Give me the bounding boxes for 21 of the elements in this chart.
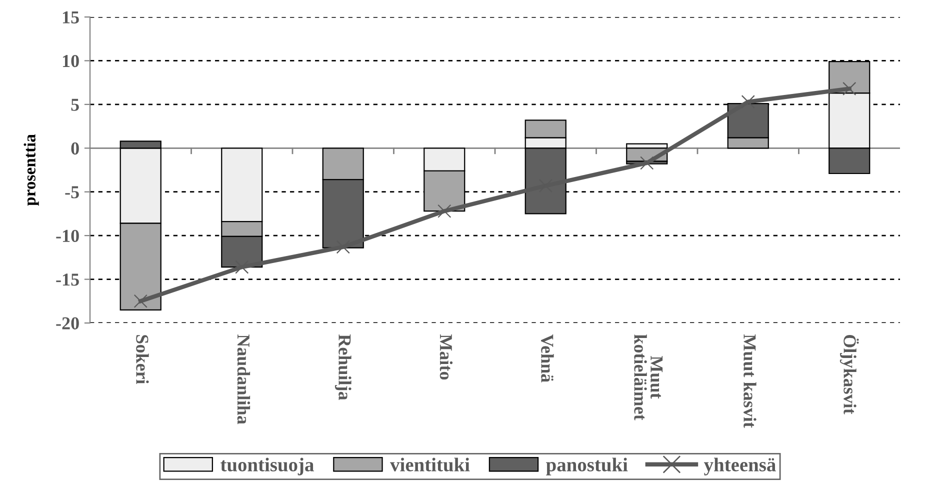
y-tick-label: -20 <box>56 317 79 330</box>
x-tick-label: Muut kasvit <box>744 334 756 428</box>
y-tick-label: -10 <box>56 230 79 242</box>
x-tick-label: Sokeri <box>136 335 149 384</box>
x-tick-label: Muut kotieläimet <box>634 334 663 420</box>
y-tick-label: 10 <box>62 54 79 68</box>
legend-label: vientituki <box>390 458 470 472</box>
x-tick-label: Naudanliha <box>237 334 250 424</box>
legend-label: panostuki <box>546 458 628 476</box>
y-tick-label: -15 <box>56 274 79 286</box>
y-tick-label: 5 <box>71 98 79 111</box>
y-tick-label: 15 <box>62 11 79 24</box>
x-tick-label: Maito <box>440 334 453 380</box>
legend-label: yhteensä <box>704 458 776 476</box>
x-tick-label: Rehuilja <box>334 334 352 400</box>
x-tick-label: Öljykasvit <box>840 334 859 414</box>
y-tick-label: -5 <box>65 186 79 198</box>
y-axis-title: prosenttia <box>24 134 39 206</box>
legend-label: tuontisuoja <box>220 458 314 476</box>
x-tick-label: Vehnä <box>541 334 554 382</box>
y-tick-label: 0 <box>71 142 79 155</box>
